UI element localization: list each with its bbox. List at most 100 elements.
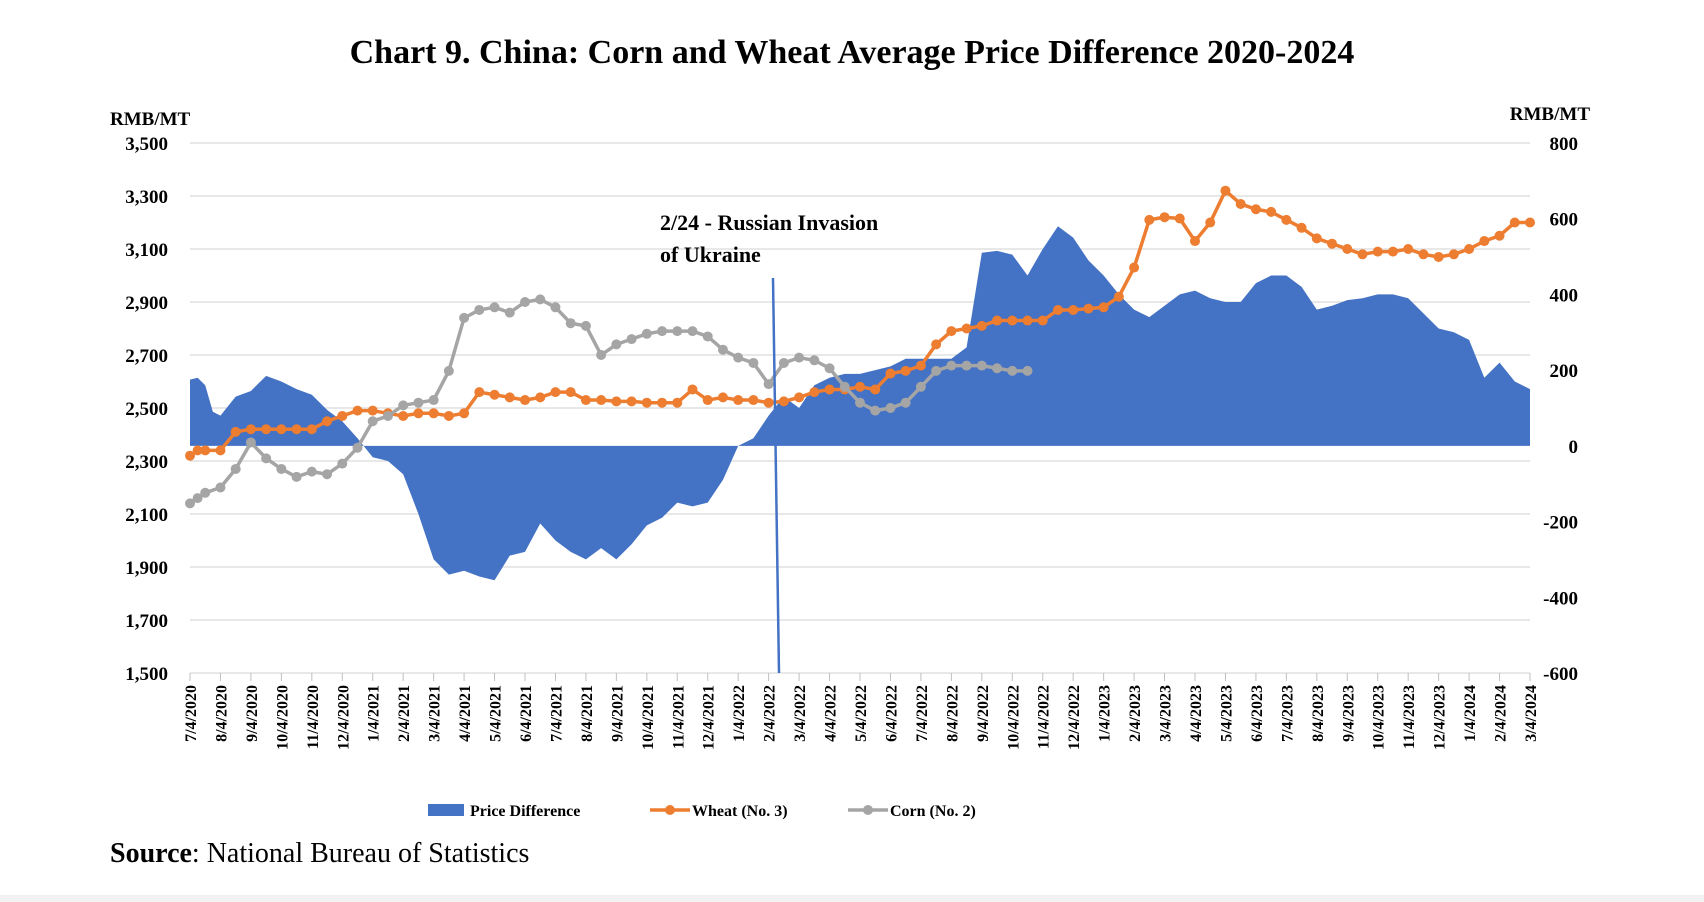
right-tick-label: -600 bbox=[1543, 664, 1578, 685]
x-tick-label: 3/4/2024 bbox=[1523, 685, 1540, 742]
series-point bbox=[1403, 244, 1414, 254]
series-point bbox=[1174, 213, 1185, 224]
legend-label: Price Difference bbox=[470, 803, 580, 820]
x-tick-label: 8/4/2023 bbox=[1310, 685, 1327, 742]
series-point bbox=[702, 331, 713, 342]
series-point bbox=[580, 320, 591, 331]
x-tick-label: 11/4/2020 bbox=[305, 685, 322, 749]
right-tick-label: 800 bbox=[1550, 134, 1579, 155]
series-point bbox=[717, 344, 728, 355]
series-point bbox=[291, 471, 302, 482]
series-point bbox=[809, 355, 820, 366]
series-point bbox=[565, 318, 576, 329]
series-point bbox=[443, 410, 454, 421]
x-tick-label: 11/4/2022 bbox=[1036, 685, 1053, 749]
x-tick-label: 1/4/2024 bbox=[1462, 685, 1479, 742]
series-point bbox=[550, 387, 561, 398]
left-tick-label: 2,300 bbox=[125, 452, 168, 473]
series-point bbox=[261, 453, 272, 464]
series-point bbox=[185, 450, 195, 461]
series-point bbox=[1007, 365, 1018, 376]
series-point bbox=[565, 387, 576, 398]
left-tick-label: 2,500 bbox=[125, 399, 168, 420]
series-point bbox=[1327, 238, 1338, 249]
series-point bbox=[1037, 315, 1048, 326]
series-point bbox=[596, 350, 607, 360]
series-point bbox=[763, 379, 774, 390]
series-point bbox=[1190, 236, 1200, 247]
series-point bbox=[428, 395, 439, 406]
right-axis-unit: RMB/MT bbox=[1510, 104, 1591, 125]
series-point bbox=[824, 363, 835, 374]
series-point bbox=[992, 363, 1003, 374]
series-point bbox=[870, 405, 881, 416]
series-point bbox=[192, 445, 203, 456]
x-tick-label: 10/4/2022 bbox=[1005, 685, 1022, 750]
annotation-group: 2/24 - Russian Invasion of Ukraine bbox=[660, 210, 878, 674]
left-tick-label: 2,100 bbox=[125, 505, 168, 526]
series-point bbox=[474, 304, 485, 315]
series-point bbox=[398, 410, 409, 421]
series-point bbox=[230, 463, 241, 474]
series-point bbox=[382, 410, 393, 421]
left-tick-label: 2,700 bbox=[125, 346, 168, 367]
x-tick-label: 5/4/2023 bbox=[1218, 685, 1235, 742]
series-point bbox=[413, 397, 424, 408]
series-point bbox=[550, 302, 561, 313]
left-tick-label: 3,100 bbox=[125, 240, 168, 261]
series-point bbox=[778, 357, 789, 368]
series-point bbox=[992, 315, 1003, 326]
series-point bbox=[1479, 236, 1490, 247]
x-tick-label: 12/4/2020 bbox=[335, 685, 352, 750]
series-point bbox=[1007, 315, 1018, 326]
source-text: : National Bureau of Statistics bbox=[192, 838, 530, 869]
series-point bbox=[961, 323, 972, 334]
x-tick-label: 5/4/2022 bbox=[853, 685, 870, 742]
right-tick-label: -200 bbox=[1543, 513, 1578, 534]
series-point bbox=[672, 397, 683, 408]
series-point bbox=[367, 405, 378, 416]
chart-title: Chart 9. China: Corn and Wheat Average P… bbox=[350, 34, 1355, 71]
x-tick-label: 2/4/2023 bbox=[1127, 685, 1144, 742]
series-point bbox=[915, 360, 926, 371]
series-point bbox=[580, 395, 591, 406]
series-point bbox=[657, 326, 668, 337]
legend-marker bbox=[665, 805, 675, 815]
series-point bbox=[245, 424, 256, 435]
series-point bbox=[520, 297, 530, 307]
series-point bbox=[443, 365, 454, 376]
x-tick-label: 1/4/2023 bbox=[1097, 685, 1114, 742]
series-point bbox=[961, 360, 972, 371]
right-tick-label: 600 bbox=[1550, 210, 1579, 231]
series-point bbox=[306, 466, 317, 477]
right-tick-label: 200 bbox=[1550, 361, 1579, 382]
series-point bbox=[367, 416, 378, 427]
series-point bbox=[1098, 302, 1109, 313]
series-point bbox=[626, 334, 637, 345]
series-point bbox=[687, 326, 698, 337]
series-point bbox=[641, 397, 652, 408]
series-point bbox=[657, 397, 668, 408]
left-axis-unit: RMB/MT bbox=[110, 109, 191, 130]
x-tick-label: 10/4/2023 bbox=[1371, 685, 1388, 750]
x-tick-label: 7/4/2022 bbox=[914, 685, 931, 742]
series-point bbox=[322, 469, 333, 480]
series-point bbox=[717, 392, 728, 403]
series-point bbox=[230, 426, 241, 437]
series-point bbox=[611, 339, 622, 350]
source-label: Source bbox=[110, 838, 192, 869]
x-tick-label: 6/4/2022 bbox=[883, 685, 900, 742]
x-tick-label: 4/4/2021 bbox=[457, 685, 474, 742]
series-point bbox=[337, 458, 348, 469]
series-point bbox=[1220, 185, 1231, 196]
series-point bbox=[1311, 233, 1322, 244]
x-tick-label: 7/4/2021 bbox=[548, 685, 565, 742]
series-point bbox=[474, 387, 485, 398]
left-tick-label: 3,500 bbox=[125, 134, 168, 155]
x-tick-label: 7/4/2020 bbox=[183, 685, 200, 742]
series-point bbox=[1022, 315, 1033, 326]
x-tick-label: 9/4/2021 bbox=[609, 685, 626, 742]
legend: Price Difference Wheat (No. 3) Corn (No. 2… bbox=[428, 803, 976, 820]
series-point bbox=[1509, 217, 1520, 228]
